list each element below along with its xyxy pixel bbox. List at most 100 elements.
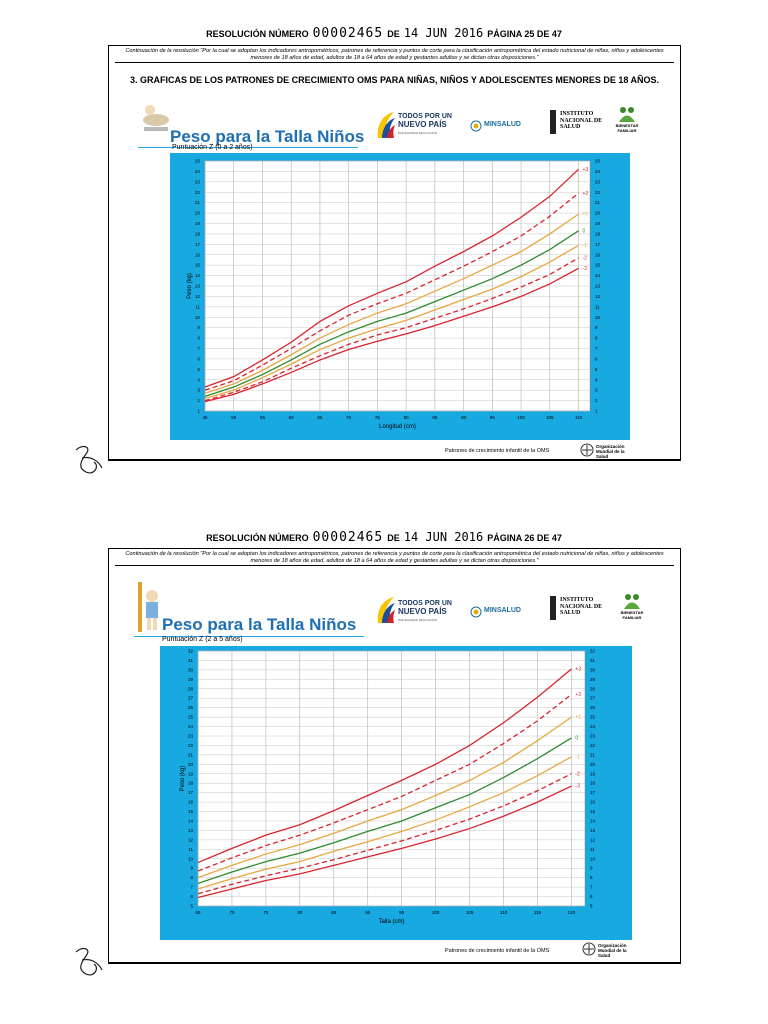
y-tick-label: 32 [590,649,596,654]
y-tick-label: 2 [197,398,200,403]
header-label: RESOLUCIÓN NÚMERO [206,29,309,39]
y-tick-label: 17 [590,790,596,795]
y-tick-label: 19 [188,771,194,776]
flag-logo [377,112,395,138]
y-tick-label: 26 [188,705,194,710]
series-label: -1 [583,243,588,249]
y-tick-label: 29 [188,677,194,682]
baby-icon [143,105,169,131]
logo-slogan: PAZ EQUIDAD EDUCACIÓN [398,131,437,135]
ins-logo: INSTITUTO NACIONAL DE SALUD [560,597,603,616]
y-tick-label: 15 [188,809,194,814]
y-tick-label: 1 [197,409,200,414]
page-header: RESOLUCIÓN NÚMERO 00002465 DE 14 JUN 2016 PÁ… [0,530,768,545]
z-score-line [197,693,572,872]
series-label: -1 [575,754,580,760]
page-frame: Continuación de la resolución "Por la cu… [108,548,681,964]
ins-icon [550,596,556,620]
y-tick-label: 18 [595,231,601,236]
y-tick-label: 8 [595,336,598,341]
chart-title: Peso para la Talla Niños [162,615,357,634]
y-tick-label: 15 [595,263,601,268]
series-label: +1 [583,212,589,218]
y-tick-label: 19 [595,221,601,226]
page-number: PÁGINA 26 DE 47 [487,533,562,543]
footer-text: Patrones de crecimiento infantil de la O… [445,448,550,454]
y-tick-label: 22 [595,190,601,195]
x-tick-label: 100 [432,910,440,915]
oms-logo: Organización Mundial de la Salud [596,444,625,459]
logo-text: NUEVO PAÍS [398,607,447,616]
y-tick-label: 21 [590,752,596,757]
header-de: DE [387,29,400,39]
icbf-logo: BIENESTAR FAMILIAR [615,123,639,133]
x-tick-label: 90 [365,910,371,915]
y-tick-label: 10 [590,856,596,861]
x-tick-label: 70 [229,910,235,915]
y-tick-label: 25 [595,159,601,164]
y-tick-label: 4 [197,377,200,382]
oms-logo: Organización Mundial de la Salud [598,943,627,958]
y-tick-label: 5 [197,367,200,372]
y-tick-label: 12 [195,294,201,299]
y-tick-label: 24 [188,724,194,729]
y-tick-label: 31 [188,658,194,663]
y-tick-label: 11 [595,304,600,309]
resolution-date: 14 JUN 2016 [403,530,484,544]
z-score-line [197,737,572,884]
y-tick-label: 31 [590,658,596,663]
y-tick-label: 24 [195,169,201,174]
y-tick-label: 9 [197,325,200,330]
series-label: -2 [583,255,588,261]
y-tick-label: 4 [595,377,598,382]
x-tick-label: 110 [500,910,508,915]
continuation-text: Continuación de la resolución "Por la cu… [115,48,674,63]
y-tick-label: 29 [590,677,596,682]
y-tick-label: 14 [590,819,596,824]
resolution-date: 14 JUN 2016 [403,26,484,40]
y-tick-label: 12 [188,837,194,842]
x-tick-label: 75 [375,415,381,420]
y-tick-label: 26 [590,705,596,710]
y-tick-label: 30 [590,667,596,672]
z-score-line [197,773,572,895]
y-tick-label: 13 [195,284,201,289]
y-tick-label: 13 [595,284,601,289]
y-tick-label: 17 [595,242,601,247]
x-tick-label: 85 [432,415,438,420]
y-tick-label: 7 [190,885,193,890]
header-label: RESOLUCIÓN NÚMERO [206,533,309,543]
y-tick-label: 27 [188,696,194,701]
y-tick-label: 10 [188,856,194,861]
x-tick-label: 85 [331,910,337,915]
z-score-line [197,756,572,890]
y-tick-label: 16 [590,800,596,805]
y-axis-label: Peso (kg) [180,766,186,792]
x-tick-label: 100 [517,415,525,420]
y-tick-label: 22 [188,743,194,748]
chart-subtitle: Puntuación Z (0 a 2 años) [172,144,253,151]
z-score-line [204,230,579,398]
y-tick-label: 6 [190,894,193,899]
y-tick-label: 28 [188,686,194,691]
y-tick-label: 8 [190,875,193,880]
y-tick-label: 15 [195,263,201,268]
y-tick-label: 13 [188,828,194,833]
ins-icon [550,110,556,134]
x-tick-label: 105 [546,415,554,420]
z-score-line [204,168,579,388]
footer-text: Patrones de crecimiento infantil de la O… [445,948,550,954]
x-tick-label: 115 [534,910,542,915]
logo-slogan: PAZ EQUIDAD EDUCACIÓN [398,618,437,622]
series-label: +1 [575,715,581,721]
title-underline [138,147,358,148]
x-tick-label: 75 [263,910,269,915]
icbf-logo: BIENESTAR FAMILIAR [620,610,644,620]
x-axis-label: Talla (cm) [378,919,404,925]
y-tick-label: 21 [595,200,601,205]
y-tick-label: 24 [595,169,601,174]
y-tick-label: 25 [188,715,194,720]
y-tick-label: 14 [595,273,601,278]
page-header: RESOLUCIÓN NÚMERO 00002465 DE 14 JUN 2016 PÁ… [0,26,768,41]
x-axis-label: Longitud (cm) [379,424,416,430]
